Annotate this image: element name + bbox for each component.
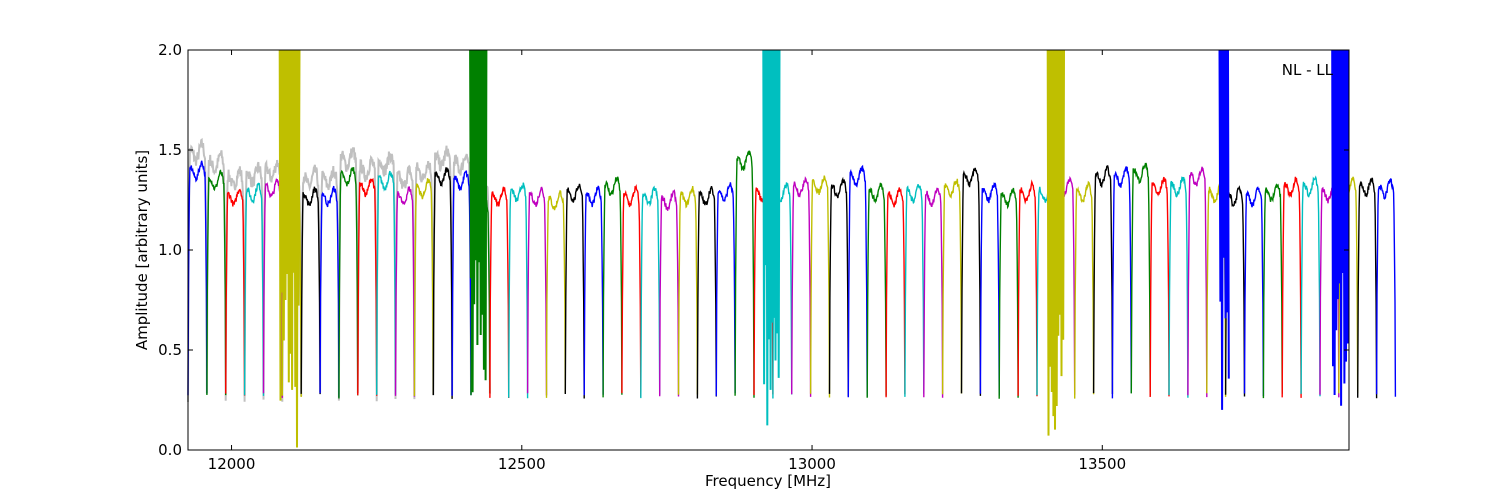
series-line-channel-26 <box>659 189 680 397</box>
series-line-channel-35 <box>828 176 849 397</box>
series-line-channel-14 <box>432 167 453 399</box>
interference-spike-3 <box>762 49 781 426</box>
series-line-channel-18 <box>508 182 529 399</box>
series-line-channel-13 <box>413 178 434 397</box>
series-line-channel-12 <box>394 186 416 397</box>
series-line-channel-64 <box>1375 178 1397 397</box>
series-line-channel-24 <box>621 184 642 398</box>
series-line-channel-17 <box>489 186 510 399</box>
series-line-channel-42 <box>960 167 982 396</box>
series-line-channel-59 <box>1281 176 1302 398</box>
x-tick-label: 12500 <box>498 455 546 473</box>
series-line-channel-1 <box>187 160 208 396</box>
series-line-channel-48 <box>1074 180 1095 399</box>
series-line-channel-43 <box>979 182 1000 396</box>
series-line-channel-3 <box>225 188 246 396</box>
interference-spike-4 <box>1046 49 1065 436</box>
x-tick-label: 13000 <box>788 455 836 473</box>
series-line-channel-15 <box>451 170 472 396</box>
series-line-channel-7 <box>300 186 321 395</box>
y-tick-label: 0.0 <box>158 441 182 459</box>
series-line-channel-60 <box>1300 175 1321 397</box>
series-line-channel-45 <box>1017 179 1038 397</box>
chart-annotation: NL - LL <box>1282 61 1334 79</box>
series-line-channel-8 <box>319 185 340 398</box>
series-line-channel-10 <box>357 177 378 396</box>
series-line-channel-36 <box>847 164 868 398</box>
series-line-channel-30 <box>734 150 755 398</box>
series-line-channel-11 <box>376 170 397 395</box>
series-line-channel-27 <box>677 186 699 395</box>
series-line-channel-34 <box>809 175 831 398</box>
series-line-channel-33 <box>791 176 812 397</box>
series-line-channel-39 <box>904 184 925 397</box>
series-line-channel-49 <box>1092 165 1114 395</box>
x-tick-label: 13500 <box>1078 455 1126 473</box>
series-line-channel-63 <box>1357 177 1378 399</box>
series-line-channel-58 <box>1262 183 1283 399</box>
series-line-channel-20 <box>545 189 566 398</box>
series-line-channel-51 <box>1130 162 1151 396</box>
series-line-channel-44 <box>998 187 1019 399</box>
series-line-channel-54 <box>1187 166 1208 398</box>
series-line-channel-57 <box>1243 186 1265 397</box>
series-line-channel-9 <box>338 167 359 399</box>
y-tick-label: 1.0 <box>158 241 182 259</box>
y-axis-label: Amplitude [arbitrary units] <box>133 150 151 350</box>
series-line-channel-40 <box>923 187 944 398</box>
series-line-channel-2 <box>206 169 227 396</box>
series-layer <box>187 49 1397 448</box>
series-line-channel-4 <box>243 182 265 396</box>
series-line-channel-28 <box>696 186 717 399</box>
axis-ticks: 12000 12500 13000 13500 0.0 0.5 1.0 1.5 2.0 <box>158 41 1349 473</box>
y-tick-label: 0.5 <box>158 341 182 359</box>
series-line-channel-21 <box>564 183 585 399</box>
x-axis-label: Frequency [MHz] <box>705 472 831 490</box>
series-line-channel-19 <box>526 186 548 396</box>
x-tick-label: 12000 <box>208 455 256 473</box>
series-line-channel-52 <box>1149 176 1170 398</box>
series-line-channel-29 <box>715 182 736 397</box>
series-line-channel-22 <box>583 185 604 396</box>
series-line-channel-53 <box>1168 176 1189 398</box>
y-tick-label: 1.5 <box>158 141 182 159</box>
series-line-channel-25 <box>640 185 661 399</box>
series-line-channel-38 <box>885 187 906 398</box>
interference-spike-2 <box>469 49 488 393</box>
series-line-channel-41 <box>941 178 963 395</box>
interference-spike-5 <box>1218 49 1230 410</box>
series-line-channel-37 <box>866 182 887 398</box>
series-line-channel-23 <box>602 176 623 398</box>
interference-spike-6 <box>1331 49 1350 406</box>
y-tick-label: 2.0 <box>158 41 182 59</box>
series-line-channel-50 <box>1111 166 1132 399</box>
